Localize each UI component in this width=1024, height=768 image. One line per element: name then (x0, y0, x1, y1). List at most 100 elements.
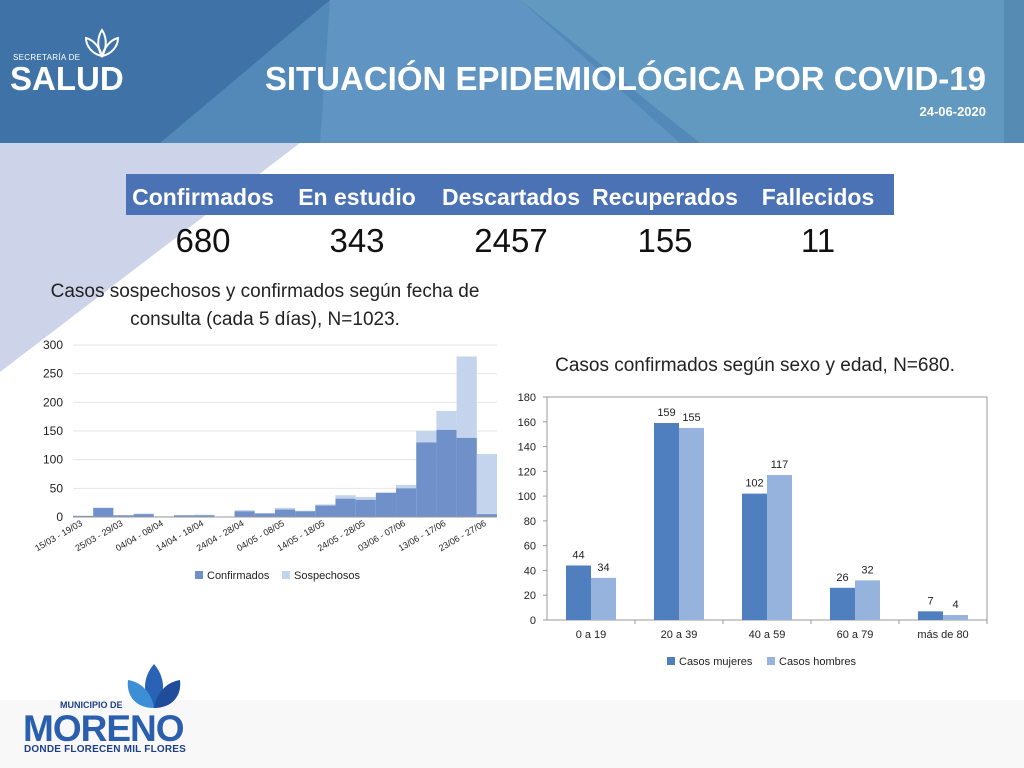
bar-hombres (855, 580, 880, 620)
sospechosos-bar (416, 431, 437, 443)
bar-chart-title: Casos confirmados según sexo y edad, N=6… (555, 355, 955, 376)
confirmados-bar (335, 498, 356, 517)
confirmados-bar (436, 429, 457, 517)
confirmados-bar (396, 488, 417, 517)
bar-y-tick-label: 40 (524, 565, 536, 577)
bar-data-label: 26 (836, 572, 848, 584)
confirmados-bar (113, 515, 134, 517)
sospechosos-bar (456, 356, 477, 438)
bar-x-tick-label: 40 a 59 (749, 629, 786, 641)
legend-swatch-mujeres (667, 657, 675, 665)
stat-label-recuperados: Recuperados (592, 184, 738, 210)
legend-swatch-confirmados (195, 571, 203, 579)
bar-data-label: 32 (861, 564, 873, 576)
bar-data-label: 4 (952, 599, 958, 611)
stat-value-fallecidos: 11 (800, 222, 836, 259)
bar-chart: 0 20 40 60 80 100 120 140 160 180 44 34 0 a 19 159 155… (518, 392, 988, 668)
bar-mujeres (654, 423, 679, 620)
confirmados-bar (476, 514, 497, 517)
sospechosos-bar (133, 513, 154, 515)
confirmados-bar (173, 515, 195, 517)
stats-header-bar (126, 174, 894, 215)
sospechosos-bar (234, 510, 255, 512)
bar-mujeres (742, 493, 767, 620)
sospechosos-bar (436, 410, 457, 430)
area-y-tick-label: 150 (43, 424, 63, 438)
area-y-tick-label: 0 (56, 510, 63, 524)
sospechosos-bar (375, 492, 397, 493)
bar-y-tick-label: 60 (524, 541, 536, 553)
stat-value-confirmados: 680 (175, 222, 231, 259)
confirmados-bar (133, 514, 154, 517)
confirmados-bar (355, 499, 376, 517)
area-chart-title: Casos sospechosos y confirmados según fe… (50, 281, 480, 330)
bar-y-tick-label: 120 (518, 466, 536, 478)
stat-label-en-estudio: En estudio (298, 184, 416, 210)
sospechosos-bar (194, 514, 215, 516)
salud-lotus-icon (84, 28, 120, 58)
area-y-tick-label: 50 (50, 481, 64, 495)
area-y-tick-label: 300 (43, 338, 63, 352)
legend-label-mujeres: Casos mujeres (679, 656, 753, 668)
sospechosos-bar (396, 484, 417, 489)
bar-x-tick-label: más de 80 (917, 629, 968, 641)
confirmados-bar (416, 442, 437, 517)
confirmados-bar (93, 507, 114, 517)
area-y-tick-label: 200 (43, 395, 63, 409)
bar-hombres (591, 577, 616, 620)
bar-data-label: 155 (682, 412, 700, 424)
bar-x-tick-label: 60 a 79 (837, 629, 874, 641)
logo-subtitle: SECRETARÍA DE (13, 53, 81, 62)
bar-data-label: 102 (745, 478, 763, 490)
confirmados-bar (295, 511, 316, 517)
bar-x-tick-label: 20 a 39 (661, 629, 698, 641)
stat-value-descartados: 2457 (474, 222, 548, 259)
confirmados-bar (194, 515, 215, 517)
confirmados-bar (234, 511, 255, 517)
bar-hombres (679, 427, 704, 620)
bar-data-label: 159 (657, 407, 675, 419)
moreno-flower-icon (127, 664, 181, 708)
legend-label-sospechosos: Sospechosos (294, 570, 361, 582)
legend-label-confirmados: Confirmados (207, 570, 270, 582)
bar-mujeres (566, 565, 591, 620)
sospechosos-bar (254, 512, 275, 514)
bar-data-label: 44 (572, 549, 584, 561)
stat-value-recuperados: 155 (637, 222, 693, 259)
confirmados-bar (274, 509, 296, 517)
area-y-tick-label: 250 (43, 367, 63, 381)
bar-hombres (943, 615, 968, 620)
page-title: SITUACIÓN EPIDEMIOLÓGICA POR COVID-19 (264, 60, 986, 97)
confirmados-bar (456, 437, 477, 517)
footer-logo-title: MORENO (23, 708, 184, 749)
sospechosos-bar (355, 496, 376, 500)
sospechosos-bar (295, 510, 316, 512)
bar-y-tick-label: 0 (530, 615, 536, 627)
bar-x-tick-label: 0 a 19 (576, 629, 607, 641)
confirmados-bar (375, 492, 397, 517)
bar-y-tick-label: 180 (518, 392, 536, 404)
bar-data-label: 7 (927, 595, 933, 607)
bar-y-tick-label: 160 (518, 417, 536, 429)
bar-hombres (767, 475, 792, 620)
logo-title: SALUD (10, 60, 124, 97)
stat-label-fallecidos: Fallecidos (761, 184, 875, 210)
stat-value-en-estudio: 343 (329, 222, 385, 259)
bar-mujeres (830, 587, 855, 620)
bar-data-label: 117 (771, 459, 789, 471)
footer-logo-subtitle: MUNICIPIO DE (60, 700, 123, 710)
legend-swatch-sospechosos (282, 571, 290, 579)
footer-tagline: DONDE FLORECEN MIL FLORES (24, 744, 187, 755)
area-y-tick-label: 100 (43, 453, 63, 467)
sospechosos-bar (315, 504, 336, 506)
stat-label-descartados: Descartados (441, 184, 581, 210)
stat-label-confirmados: Confirmados (132, 184, 274, 210)
bar-y-tick-label: 20 (524, 590, 536, 602)
bar-y-tick-label: 80 (524, 516, 536, 528)
report-date: 24-06-2020 (919, 104, 987, 119)
sospechosos-bar (274, 507, 296, 510)
bar-y-tick-label: 140 (518, 442, 536, 454)
sospechosos-bar (335, 495, 356, 499)
